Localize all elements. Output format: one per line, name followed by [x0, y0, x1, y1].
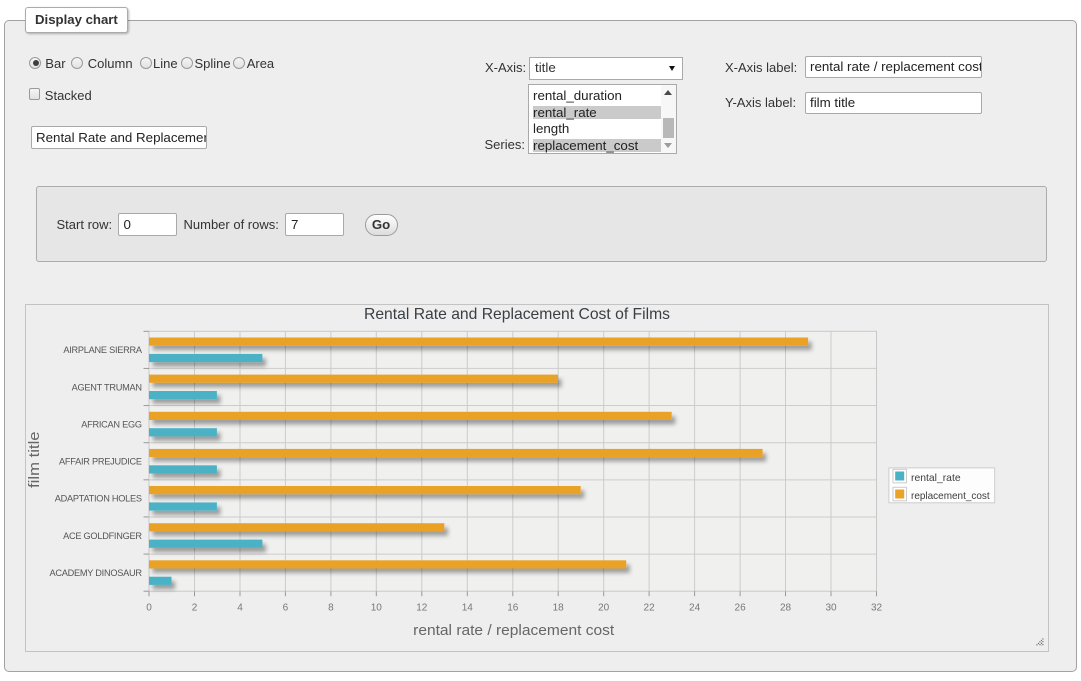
- svg-text:AGENT TRUMAN: AGENT TRUMAN: [71, 382, 141, 392]
- svg-text:6: 6: [282, 602, 288, 613]
- svg-text:10: 10: [370, 602, 382, 613]
- svg-text:16: 16: [507, 602, 519, 613]
- svg-text:24: 24: [689, 602, 701, 613]
- svg-text:ACADEMY DINOSAUR: ACADEMY DINOSAUR: [49, 567, 142, 577]
- svg-text:rental_rate: rental_rate: [911, 471, 961, 483]
- svg-text:14: 14: [461, 602, 473, 613]
- svg-text:Rental Rate and Replacement Co: Rental Rate and Replacement Cost of Film…: [364, 305, 670, 322]
- svg-text:28: 28: [779, 602, 791, 613]
- svg-text:rental rate / replacement cost: rental rate / replacement cost: [413, 621, 615, 638]
- svg-text:AFFAIR PREJUDICE: AFFAIR PREJUDICE: [59, 456, 142, 466]
- svg-text:2: 2: [191, 602, 197, 613]
- svg-text:replacement_cost: replacement_cost: [911, 489, 990, 501]
- svg-text:8: 8: [328, 602, 334, 613]
- svg-text:4: 4: [237, 602, 243, 613]
- svg-text:22: 22: [643, 602, 655, 613]
- svg-text:ACE GOLDFINGER: ACE GOLDFINGER: [63, 530, 142, 540]
- svg-text:ADAPTATION HOLES: ADAPTATION HOLES: [54, 493, 141, 503]
- svg-text:26: 26: [734, 602, 746, 613]
- svg-text:20: 20: [598, 602, 610, 613]
- svg-text:AFRICAN EGG: AFRICAN EGG: [81, 419, 142, 429]
- svg-text:30: 30: [825, 602, 837, 613]
- svg-text:32: 32: [870, 602, 882, 613]
- svg-text:0: 0: [146, 602, 152, 613]
- svg-text:18: 18: [552, 602, 564, 613]
- svg-text:AIRPLANE SIERRA: AIRPLANE SIERRA: [63, 345, 143, 355]
- svg-text:12: 12: [416, 602, 428, 613]
- svg-text:film title: film title: [26, 431, 43, 488]
